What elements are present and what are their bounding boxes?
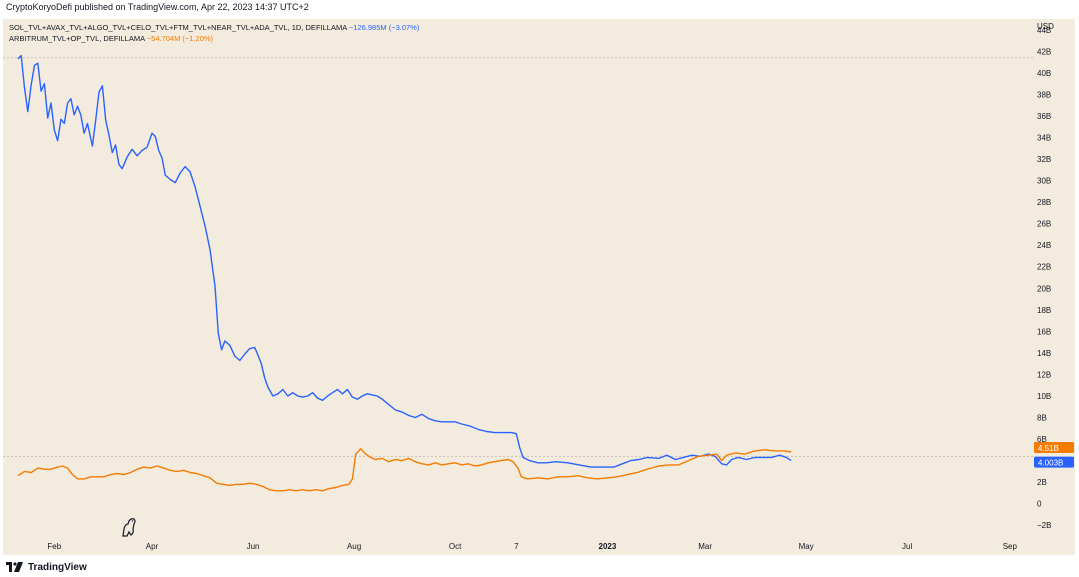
y-tick-label: 30B — [1037, 177, 1051, 186]
plot-background — [3, 19, 1033, 536]
x-tick-label: Oct — [449, 542, 462, 551]
y-tick-label: 38B — [1037, 90, 1051, 99]
y-tick-label: 18B — [1037, 306, 1051, 315]
dinosaur-icon — [122, 518, 136, 537]
y-tick-label: 14B — [1037, 349, 1051, 358]
x-tick-label: Jun — [247, 542, 260, 551]
x-tick-label: Sep — [1003, 542, 1018, 551]
tradingview-logo-icon — [6, 562, 24, 572]
orange-last-value-text: 4.51B — [1038, 444, 1059, 453]
y-tick-label: 2B — [1037, 478, 1047, 487]
y-tick-label: 0 — [1037, 500, 1042, 509]
y-tick-label: 10B — [1037, 392, 1051, 401]
legend-series-name: ARBITRUM_TVL+OP_TVL, DEFILLAMA — [9, 34, 147, 43]
y-tick-label: −2B — [1037, 521, 1051, 530]
y-tick-label: 40B — [1037, 69, 1051, 78]
y-tick-label: 24B — [1037, 241, 1051, 250]
y-tick-label: 8B — [1037, 414, 1047, 423]
x-tick-label: Mar — [698, 542, 712, 551]
tvl-line-chart[interactable]: USD 44B 42B 40B 38B 36B 34B 32B 30B 28B 26B 24B 22B… — [3, 19, 1075, 555]
y-tick-label: 34B — [1037, 133, 1051, 142]
orange-last-value-badge — [1034, 441, 1074, 453]
y-tick-label: 44B — [1037, 26, 1051, 35]
legend-series-change: −126.985M (−3.07%) — [349, 23, 420, 32]
y-tick-label: 16B — [1037, 327, 1051, 336]
x-tick-label: Jul — [902, 542, 912, 551]
time-axis-background — [3, 536, 1075, 555]
blue-series-line — [17, 54, 792, 468]
footer-brand[interactable]: TradingView — [6, 559, 87, 575]
y-tick-label: 22B — [1037, 263, 1051, 272]
currency-label[interactable]: USD — [1037, 22, 1054, 31]
orange-series-line — [17, 448, 792, 492]
legend-series-change: −54.704M (−1.20%) — [147, 34, 214, 43]
y-tick-label: 12B — [1037, 370, 1051, 379]
legend-series-name: SOL_TVL+AVAX_TVL+ALGO_TVL+CELO_TVL+FTM_T… — [9, 23, 349, 32]
series-lines — [17, 54, 792, 492]
y-axis[interactable]: USD 44B 42B 40B 38B 36B 34B 32B 30B 28B 26B 24B 22B… — [1037, 22, 1054, 530]
y-tick-label: 20B — [1037, 284, 1051, 293]
legend-blue-series: SOL_TVL+AVAX_TVL+ALGO_TVL+CELO_TVL+FTM_T… — [9, 23, 420, 32]
x-tick-label: 7 — [514, 542, 519, 551]
blue-last-value-text: 4.003B — [1038, 459, 1063, 468]
y-tick-label: 6B — [1037, 435, 1047, 444]
legend: SOL_TVL+AVAX_TVL+ALGO_TVL+CELO_TVL+FTM_T… — [9, 23, 420, 43]
legend-orange-series: ARBITRUM_TVL+OP_TVL, DEFILLAMA −54.704M … — [9, 34, 214, 43]
y-tick-label: 36B — [1037, 112, 1051, 121]
x-tick-label: 2023 — [599, 542, 617, 551]
x-axis[interactable]: Feb Apr Jun Aug Oct 7 2023 Mar May Jul Sep — [47, 542, 1017, 551]
y-tick-label: 26B — [1037, 220, 1051, 229]
blue-last-value-badge — [1034, 456, 1074, 468]
x-tick-label: Apr — [146, 542, 159, 551]
x-tick-label: May — [799, 542, 814, 551]
y-tick-label: 42B — [1037, 47, 1051, 56]
publisher-caption: CryptoKoryoDefi published on TradingView… — [6, 2, 309, 12]
y-tick-label: 28B — [1037, 198, 1051, 207]
last-value-labels: 4.51B 4.003B — [1034, 441, 1074, 468]
x-tick-label: Feb — [47, 542, 61, 551]
chart-panel[interactable]: USD 44B 42B 40B 38B 36B 34B 32B 30B 28B 26B 24B 22B… — [3, 19, 1075, 555]
y-tick-label: 32B — [1037, 155, 1051, 164]
brand-name: TradingView — [28, 561, 87, 573]
x-tick-label: Aug — [347, 542, 361, 551]
